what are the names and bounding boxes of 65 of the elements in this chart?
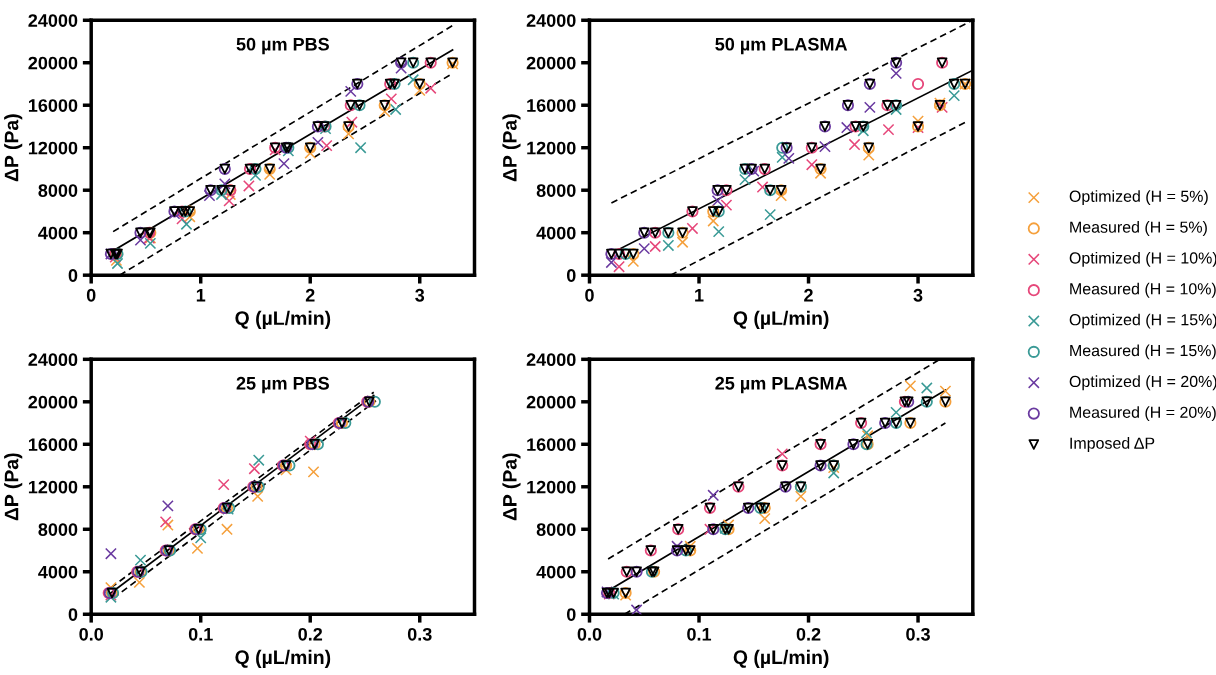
y-axis-title: ΔP (Pa)	[4, 114, 23, 182]
y-tick-label: 0	[68, 269, 78, 282]
y-tick-label: 24000	[526, 353, 576, 367]
y-tick-label: 4000	[536, 226, 576, 240]
y-tick-label: 0	[566, 608, 576, 621]
y-tick-label: 24000	[526, 14, 576, 27]
x-tick-label: 2	[804, 288, 813, 302]
y-tick-label: 8000	[536, 184, 576, 197]
y-tick-label: 24000	[28, 14, 78, 27]
x-tick-label: 2	[305, 288, 315, 302]
y-tick-label: 4000	[536, 565, 576, 579]
y-tick-label: 16000	[28, 99, 78, 112]
y-tick-label: 16000	[527, 99, 576, 112]
legend-label: Measured (H = 20%)	[1070, 406, 1216, 422]
x-axis-title: Q (µL/min)	[235, 310, 331, 329]
legend-label: Measured (H = 15%)	[1070, 344, 1216, 360]
y-tick-label: 12000	[28, 141, 78, 155]
y-tick-label: 12000	[527, 480, 576, 494]
text: 50 µm PLASMA	[715, 37, 848, 55]
y-tick-label: 20000	[526, 395, 576, 409]
legend-label: Measured (H = 10%)	[1070, 282, 1216, 298]
legend-label: Optimized (H = 15%)	[1069, 313, 1216, 329]
x-tick-label: 0.1	[188, 627, 213, 641]
y-tick-label: 20000	[526, 56, 576, 70]
x-tick-label: 3	[415, 288, 425, 302]
text: 25 µm PBS	[236, 376, 329, 394]
y-axis-title: ΔP (Pa)	[502, 114, 521, 182]
y-axis-title: ΔP (Pa)	[502, 453, 521, 521]
y-tick-label: 16000	[28, 438, 78, 452]
y-tick-label: 12000	[28, 480, 78, 494]
x-tick-label: 0	[86, 288, 96, 302]
y-tick-label: 4000	[38, 226, 78, 240]
x-tick-label: 0.3	[906, 627, 930, 641]
x-tick-label: 0.1	[687, 627, 712, 641]
y-tick-label: 4000	[38, 565, 78, 579]
text: 50 µm PBS	[236, 37, 329, 55]
legend-label: Optimized (H = 20%)	[1069, 375, 1216, 391]
legend-label: Optimized (H = 10%)	[1069, 251, 1216, 267]
x-tick-label: 0	[585, 288, 594, 302]
x-tick-label: 3	[913, 288, 923, 302]
x-tick-label: 0.0	[79, 627, 104, 641]
y-tick-label: 20000	[28, 395, 78, 409]
y-tick-label: 8000	[38, 184, 78, 197]
legend-label: Optimized (H = 5%)	[1069, 190, 1208, 206]
legend-label: Measured (H = 5%)	[1070, 221, 1207, 236]
x-tick-label: 1	[695, 289, 704, 302]
x-tick-label: 0.0	[577, 627, 602, 641]
x-tick-label: 0.2	[298, 627, 323, 641]
y-tick-label: 24000	[28, 353, 78, 367]
y-tick-label: 16000	[527, 438, 576, 452]
x-tick-label: 0.3	[407, 627, 432, 641]
y-tick-label: 0	[566, 269, 576, 282]
y-tick-label: 20000	[28, 56, 78, 70]
y-tick-label: 0	[68, 608, 78, 621]
y-tick-label: 8000	[38, 523, 78, 536]
y-tick-label: 12000	[527, 141, 576, 155]
legend-label: Imposed ΔP	[1070, 437, 1155, 452]
y-tick-label: 8000	[536, 523, 576, 536]
text: 25 µm PLASMA	[715, 376, 848, 394]
x-tick-label: 1	[196, 289, 206, 302]
x-axis-title: Q (µL/min)	[235, 649, 331, 668]
x-tick-label: 0.2	[796, 627, 821, 641]
x-axis-title: Q (µL/min)	[733, 649, 829, 668]
y-axis-title: ΔP (Pa)	[4, 453, 23, 521]
x-axis-title: Q (µL/min)	[733, 310, 829, 329]
